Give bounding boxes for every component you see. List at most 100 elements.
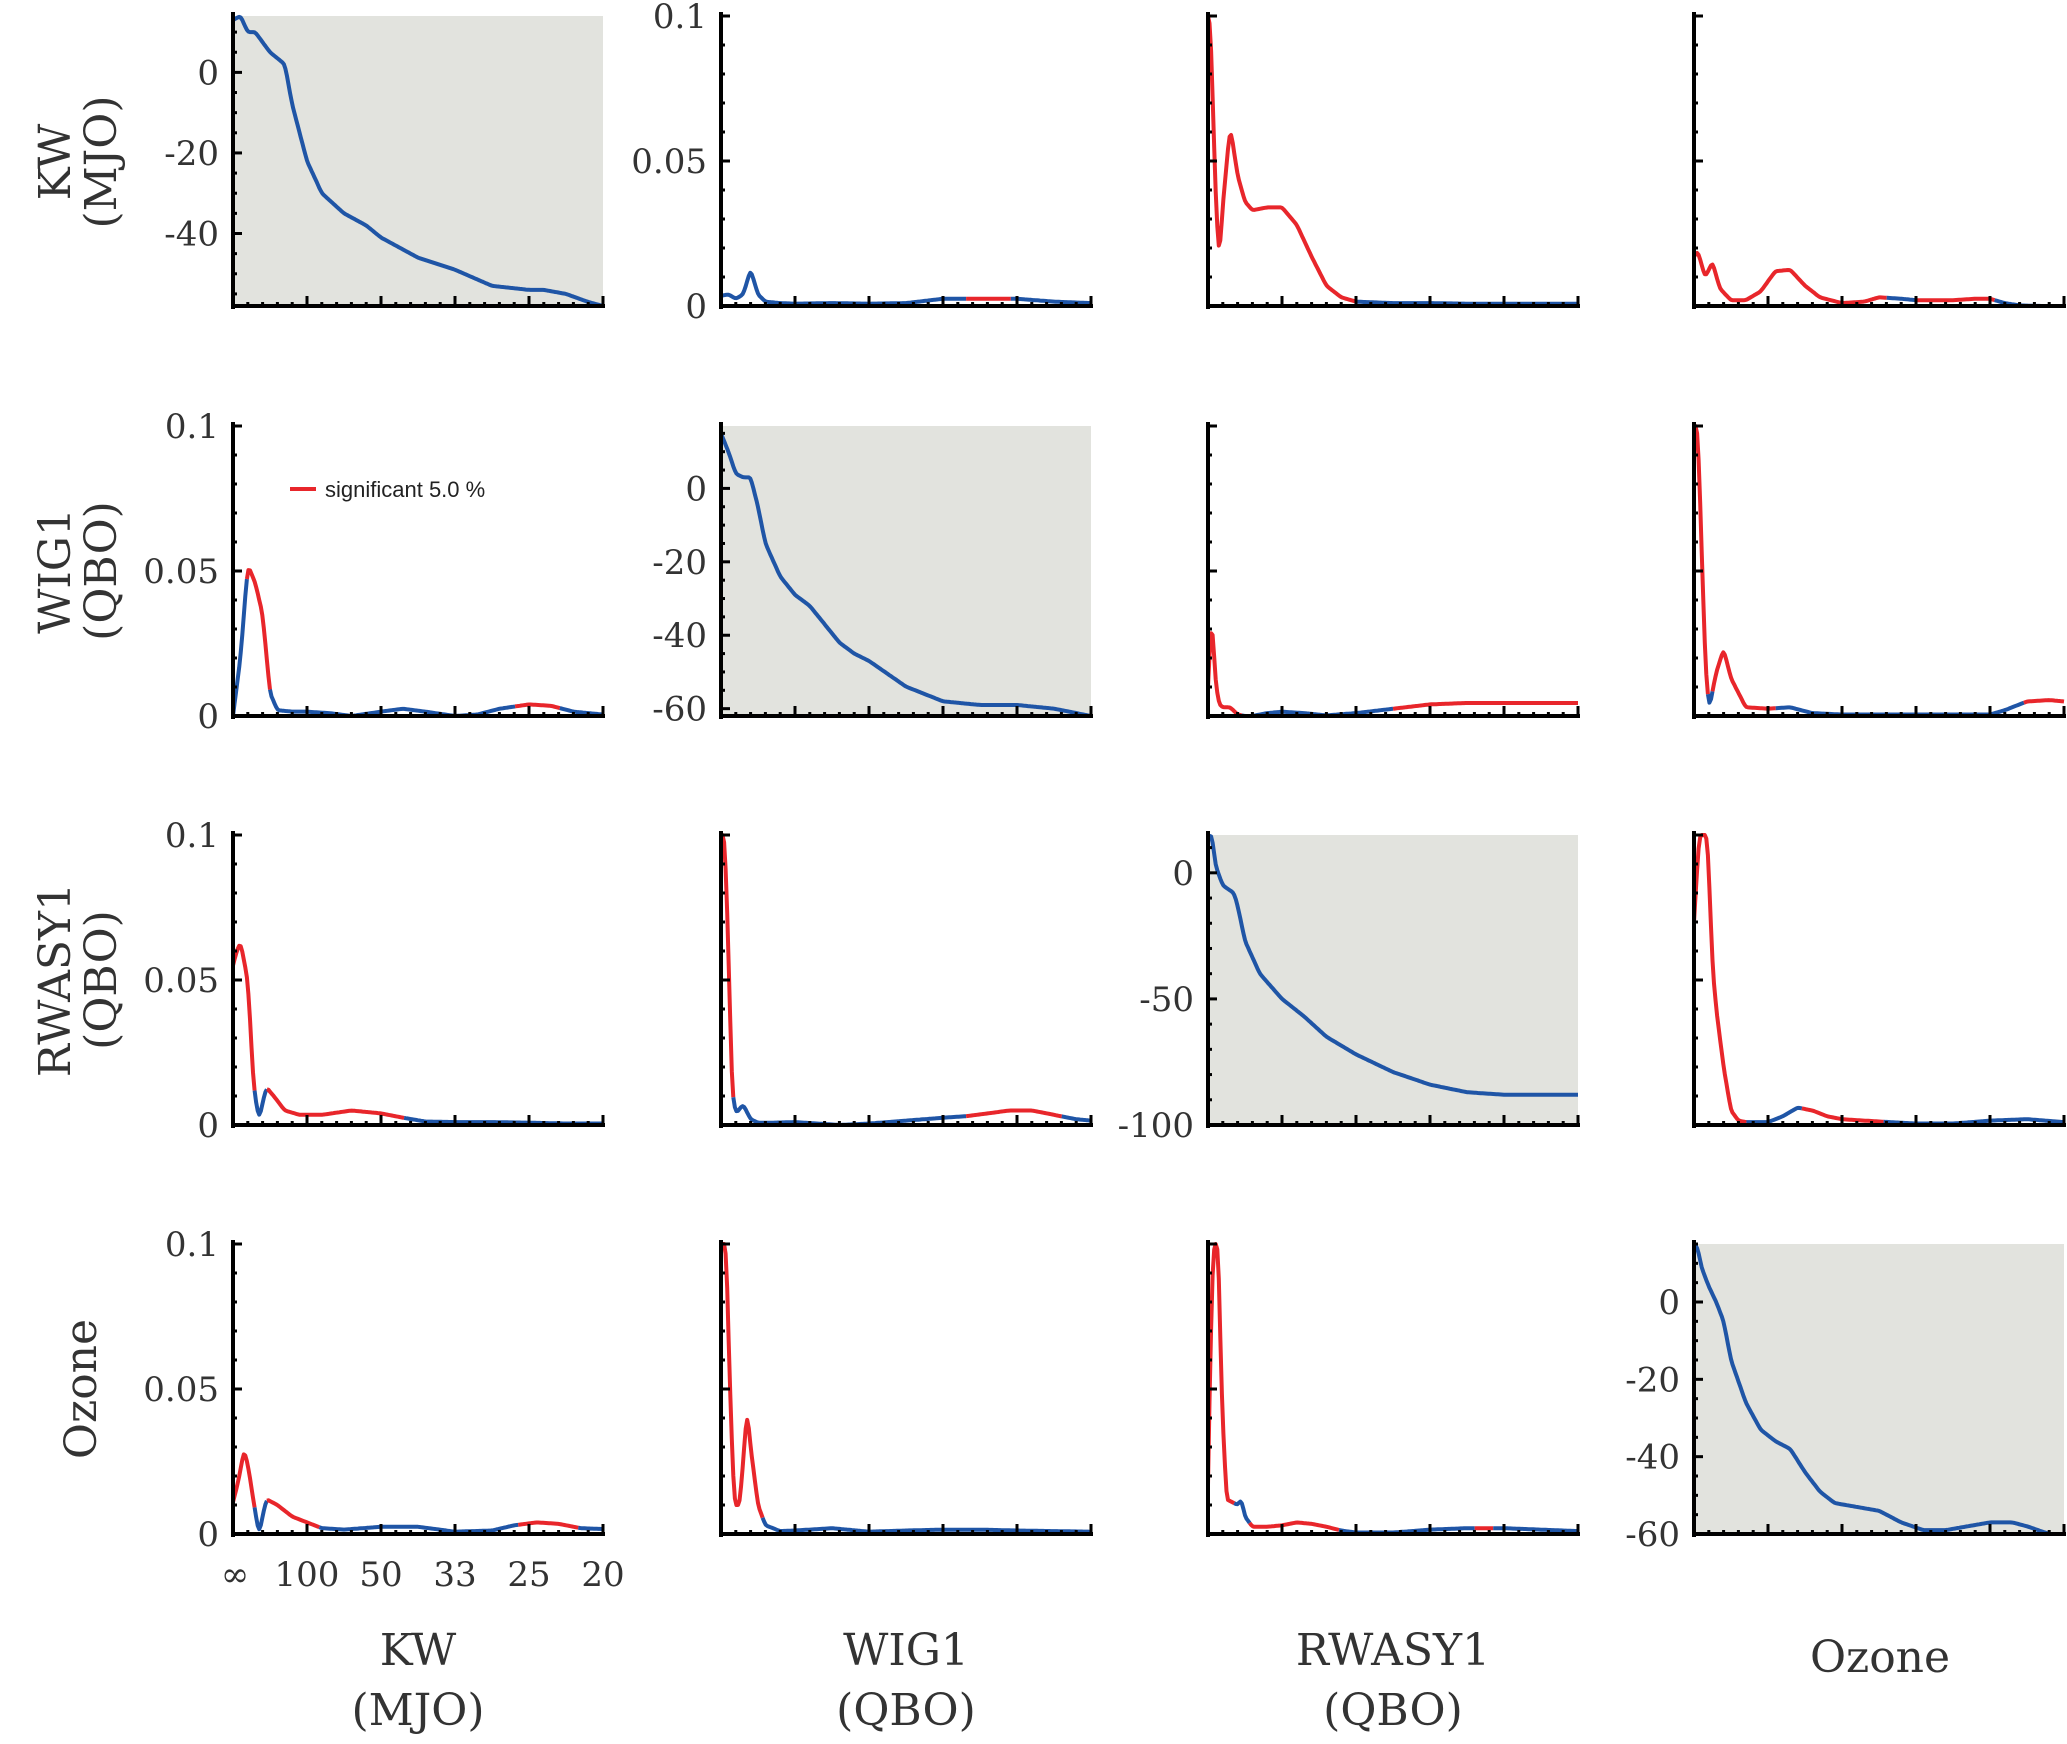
series-line [318, 1522, 519, 1534]
series-line [1886, 295, 1917, 303]
x-tick-label: 50 [359, 1555, 402, 1595]
panel-1-2 [1206, 422, 1580, 719]
x-tick-label: ∞ [221, 1555, 249, 1595]
x-tick-label: 25 [507, 1555, 550, 1595]
panel-0-1: 0 0.05 0.1 [631, 0, 1093, 327]
series-line-significant [231, 943, 257, 1091]
series-line-significant [720, 1242, 765, 1519]
y-tick-label: 0 [197, 53, 219, 93]
col-label-1: WIG1 (QBO) [836, 1625, 976, 1736]
row-label-0: KW (MJO) [30, 95, 127, 228]
y-tick-label: 0.05 [143, 1370, 219, 1410]
col-label-2: RWASY1 (QBO) [1296, 1625, 1490, 1736]
y-tick-label: 0.1 [653, 0, 707, 37]
col-label-1-line1: WIG1 [843, 1625, 969, 1676]
y-tick-label: 0.1 [165, 1225, 219, 1265]
series-line-significant [1693, 424, 1710, 695]
series-line-significant [266, 1498, 321, 1530]
col-label-0-line2: (MJO) [351, 1685, 484, 1736]
series-line-significant [1248, 1520, 1340, 1532]
series-line [1338, 1526, 1476, 1535]
y-tick-label: 0.1 [165, 816, 219, 856]
panel-3-1 [719, 1240, 1093, 1537]
series-line-significant [244, 568, 272, 690]
series-line [559, 706, 604, 717]
x-tick-label: 20 [581, 1555, 624, 1595]
y-tick-label: 0 [197, 1515, 219, 1555]
col-label-1-line2: (QBO) [836, 1685, 976, 1736]
series-line-significant [1692, 251, 1888, 305]
y-tick-label: -20 [164, 134, 219, 174]
panel-1-3 [1692, 422, 2066, 719]
series-line [252, 1088, 269, 1117]
series-line [231, 578, 249, 717]
row-label-1-line1: WIG1 [30, 508, 81, 634]
series-line-significant [720, 833, 736, 1098]
panel-0-2 [1206, 12, 1580, 309]
y-tick-label: -60 [652, 690, 707, 730]
col-label-2-line2: (QBO) [1323, 1685, 1463, 1736]
series-line [719, 432, 1092, 718]
panel-1-1: 0 -20 -40 -60 [652, 422, 1093, 730]
panel-3-3: 0 -20 -40 -60 [1625, 1240, 2066, 1555]
series-line-significant [1392, 701, 1579, 711]
y-tick-label: -40 [652, 616, 707, 656]
x-tick-label: 33 [433, 1555, 476, 1595]
series-line [1355, 299, 1579, 306]
series-line [1492, 1526, 1579, 1534]
y-tick-label: 0.1 [165, 407, 219, 447]
row-label-2-line1: RWASY1 [30, 883, 81, 1077]
y-tick-label: 0.05 [143, 552, 219, 592]
legend: significant 5.0 % [290, 477, 485, 502]
panel-3-2 [1206, 1240, 1580, 1537]
row-label-1: WIG1 (QBO) [30, 501, 127, 641]
y-tick-label: -20 [1625, 1360, 1680, 1400]
panel-2-2: 0 -50 -100 [1118, 831, 1580, 1146]
y-tick-label: 0.05 [631, 142, 707, 182]
series-line-significant [1710, 650, 1777, 711]
series-line [760, 1516, 1092, 1534]
panel-2-1 [719, 831, 1093, 1128]
series-line [577, 1525, 604, 1532]
series-line-significant [1206, 15, 1357, 304]
panel-0-3 [1692, 12, 2066, 309]
x-tick-label: 100 [275, 1555, 340, 1595]
row-label-0-line1: KW [30, 123, 81, 200]
row-label-2: RWASY1 (QBO) [30, 883, 127, 1077]
col-label-3: Ozone [1810, 1632, 1950, 1683]
row-label-3: Ozone [56, 1319, 107, 1459]
panel-background [1208, 835, 1578, 1125]
col-label-0: KW (MJO) [351, 1625, 484, 1736]
series-line [731, 1096, 967, 1127]
legend-label: significant 5.0 % [325, 477, 485, 502]
series-line [1692, 1242, 2065, 1536]
series-line [720, 270, 967, 306]
series-line-significant [1206, 631, 1243, 718]
series-line [1233, 1499, 1252, 1525]
y-tick-label: -20 [652, 543, 707, 583]
y-tick-label: 0 [1658, 1283, 1680, 1323]
series-line [1061, 1114, 1092, 1123]
series-line-significant [266, 1087, 405, 1120]
series-line-significant [2023, 698, 2065, 705]
series-line [1705, 691, 1715, 705]
panel-2-3 [1692, 831, 2066, 1128]
y-tick-label: -50 [1139, 980, 1194, 1020]
panel-3-0: 0 0.05 0.1 [143, 1225, 605, 1555]
y-tick-label: 0 [197, 697, 219, 737]
row-label-1-line2: (QBO) [76, 501, 127, 641]
series-line-significant [231, 1452, 257, 1508]
y-tick-label: 0 [685, 287, 707, 327]
panel-background [1694, 1244, 2064, 1534]
y-tick-label: -40 [164, 215, 219, 255]
series-line [232, 14, 604, 308]
y-tick-label: -60 [1625, 1515, 1680, 1555]
col-label-2-line1: RWASY1 [1296, 1625, 1490, 1676]
y-tick-label: 0 [197, 1106, 219, 1146]
y-tick-label: 0 [685, 469, 707, 509]
series-line-significant [965, 1108, 1063, 1119]
panel-grid: 0 -20 -40 0 0.05 0.1 0 0.05 0.1 0 -20 -40 -60 0 0.05 0.… [143, 0, 2066, 1595]
col-label-3-line1: Ozone [1810, 1632, 1950, 1683]
row-label-3-line1: Ozone [56, 1319, 107, 1459]
